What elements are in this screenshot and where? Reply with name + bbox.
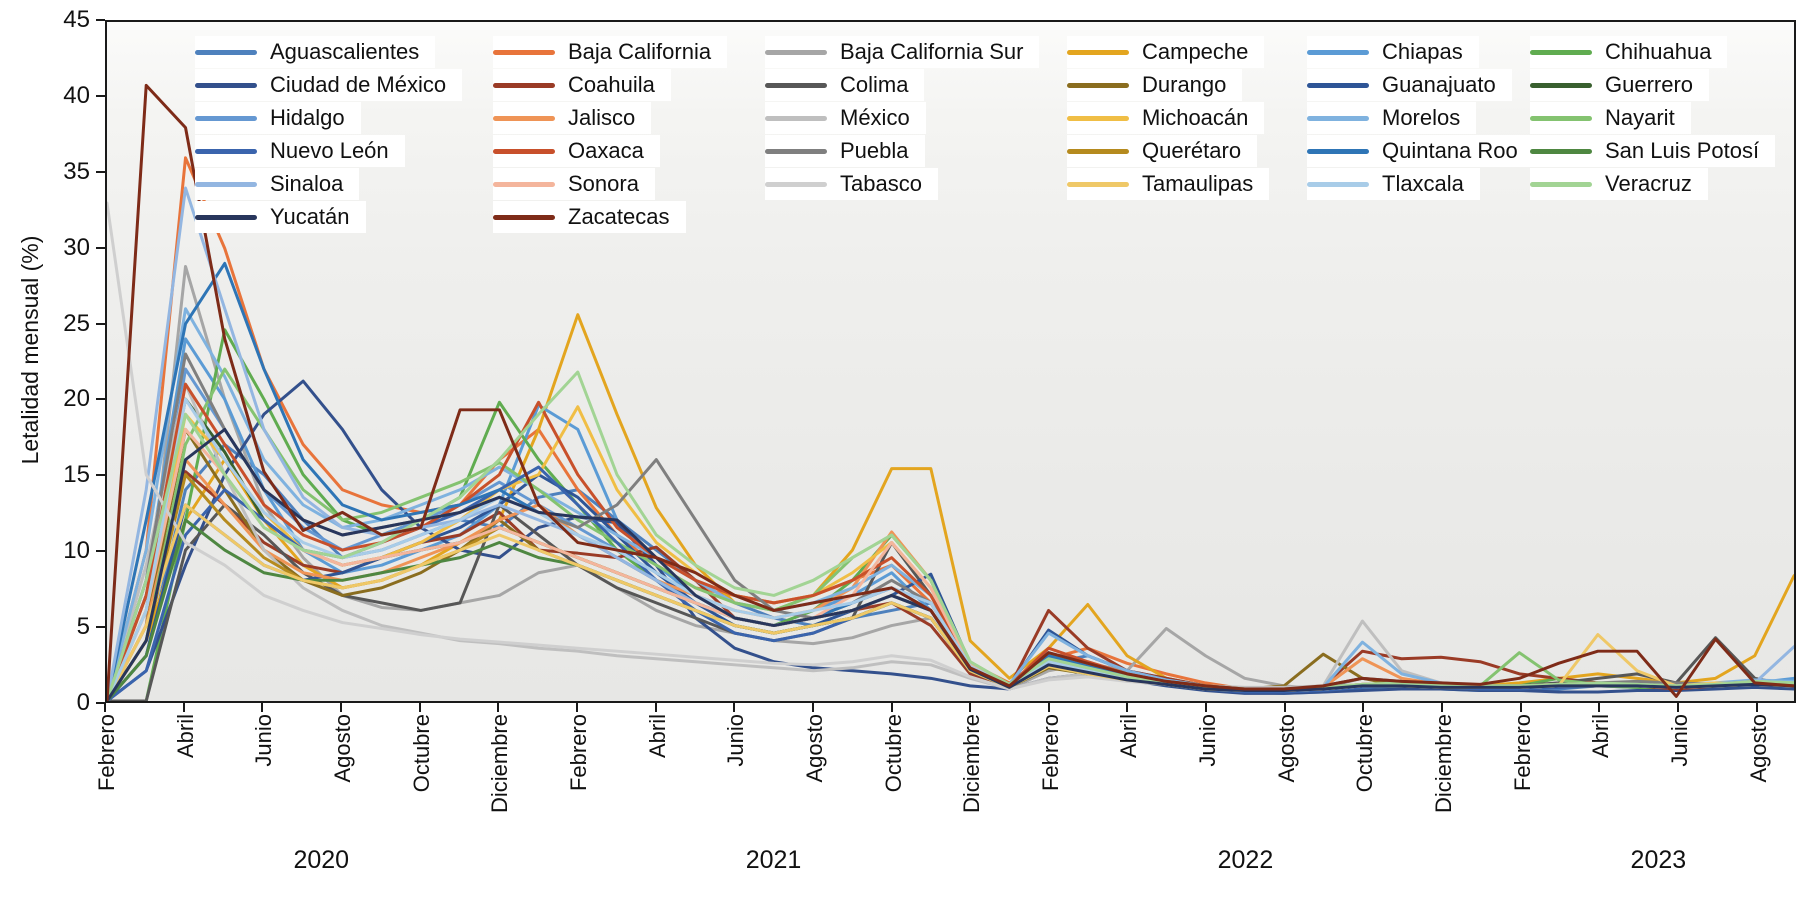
y-tick-mark <box>96 94 105 97</box>
x-tick-label: Abril <box>1588 714 1614 759</box>
x-tick-mark <box>497 703 500 712</box>
y-tick-label: 10 <box>63 537 90 565</box>
series-line <box>107 379 1794 701</box>
x-tick-label: Octubre <box>1352 714 1378 793</box>
x-tick-label: Octubre <box>408 714 434 793</box>
x-tick-mark <box>339 703 342 712</box>
x-tick-mark <box>890 703 893 712</box>
x-tick-mark <box>1519 703 1522 712</box>
y-tick-mark <box>96 550 105 553</box>
x-tick-mark <box>1362 703 1365 712</box>
y-tick-label: 35 <box>63 157 90 185</box>
x-tick-label: Abril <box>644 714 670 759</box>
x-tick-label: Abril <box>1116 714 1142 759</box>
y-tick-label: 40 <box>63 81 90 109</box>
x-tick-label: Agosto <box>1273 714 1299 783</box>
x-tick-mark <box>1126 703 1129 712</box>
x-tick-mark <box>969 703 972 712</box>
year-label: 2022 <box>1217 846 1274 874</box>
x-tick-label: Agosto <box>329 714 355 783</box>
y-tick-mark <box>96 19 105 21</box>
x-tick-mark <box>1047 703 1050 712</box>
x-tick-label: Agosto <box>801 714 827 783</box>
x-tick-mark <box>261 703 264 712</box>
x-tick-mark <box>733 703 736 712</box>
y-tick-label: 15 <box>63 461 90 489</box>
x-tick-mark <box>654 703 657 712</box>
x-tick-label: Diciembre <box>487 714 513 814</box>
y-tick-mark <box>96 398 105 401</box>
year-label: 2023 <box>1630 846 1687 874</box>
year-label: 2020 <box>293 846 350 874</box>
x-tick-label: Febrero <box>1037 714 1063 792</box>
y-tick-mark <box>96 246 105 249</box>
x-tick-label: Abril <box>172 714 198 759</box>
y-tick-mark <box>96 702 105 704</box>
x-tick-mark <box>182 703 185 712</box>
x-tick-label: Junio <box>1667 714 1693 767</box>
y-tick-mark <box>96 474 105 477</box>
y-tick-label: 30 <box>63 233 90 261</box>
x-tick-label: Diciembre <box>1431 714 1457 814</box>
x-tick-label: Febrero <box>94 714 119 792</box>
x-tick-mark <box>811 703 814 712</box>
x-tick-mark <box>1677 703 1680 712</box>
y-tick-mark <box>96 626 105 629</box>
y-tick-mark <box>96 170 105 173</box>
x-tick-mark <box>575 703 578 712</box>
series-line <box>107 83 1794 701</box>
y-tick-label: 25 <box>63 309 90 337</box>
plot-svg <box>107 83 1794 701</box>
x-tick-label: Agosto <box>1745 714 1771 783</box>
x-tick-mark <box>1441 703 1444 712</box>
x-tick-mark <box>1283 703 1286 712</box>
x-tick-mark <box>1755 703 1758 712</box>
series-line <box>107 443 1794 701</box>
year-label: 2021 <box>745 846 802 874</box>
x-tick-label: Octubre <box>880 714 906 793</box>
x-tick-mark <box>1598 703 1601 712</box>
x-tick-label: Febrero <box>565 714 591 792</box>
x-tick-mark <box>418 703 421 712</box>
x-tick-mark <box>104 703 106 712</box>
y-tick-label: 0 <box>76 689 90 716</box>
plot-area <box>105 20 1796 703</box>
x-tick-label: Febrero <box>1509 714 1535 792</box>
x-tick-label: Junio <box>1195 714 1221 767</box>
x-tick-label: Diciembre <box>959 714 985 814</box>
y-tick-label: 5 <box>76 613 90 641</box>
y-tick-mark <box>96 322 105 325</box>
y-tick-label: 45 <box>63 6 90 33</box>
x-tick-mark <box>1205 703 1208 712</box>
x-tick-label: Junio <box>251 714 277 767</box>
y-tick-label: 20 <box>63 385 90 413</box>
x-tick-label: Junio <box>723 714 749 767</box>
